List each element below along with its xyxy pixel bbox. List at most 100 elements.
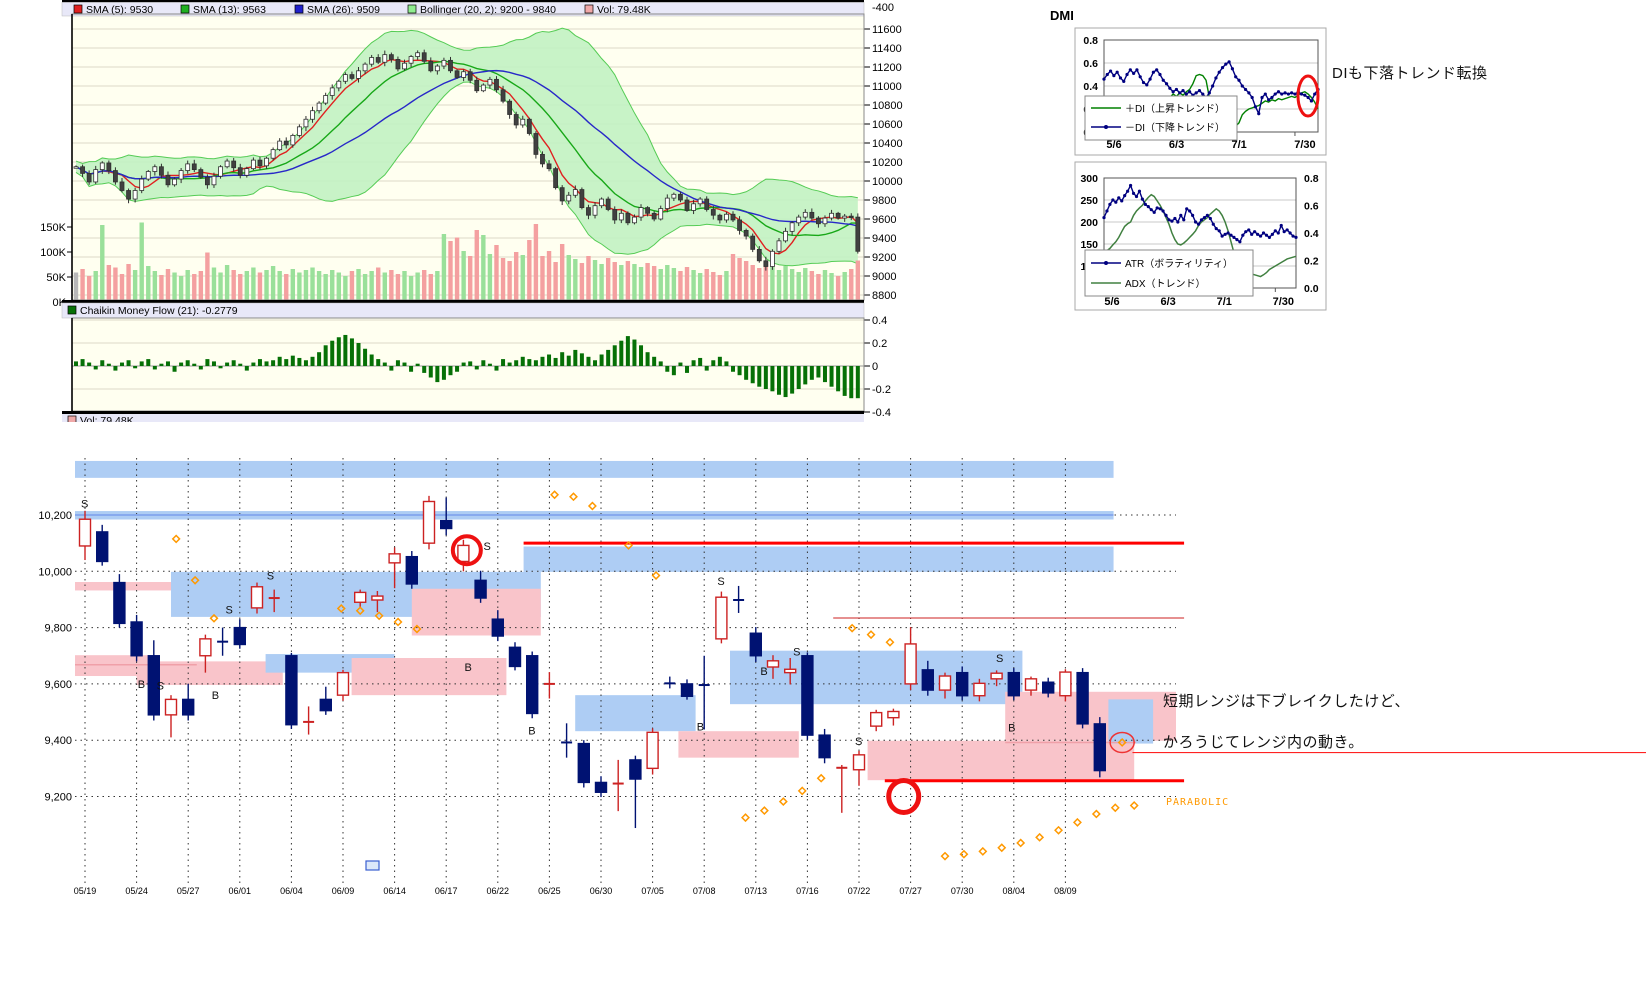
svg-text:06/25: 06/25 <box>538 886 561 896</box>
svg-text:08/09: 08/09 <box>1054 886 1077 896</box>
candles-layer <box>78 495 1107 829</box>
svg-text:SMA (13): 9563: SMA (13): 9563 <box>193 4 266 16</box>
price-axis-labels: 10,200 10,000 9,800 9,600 9,400 9,200 <box>38 510 72 804</box>
svg-text:07/16: 07/16 <box>796 886 819 896</box>
svg-text:0.8: 0.8 <box>1304 173 1319 185</box>
range-annotation-line1: 短期レンジは下ブレイクしたけど、 <box>1163 693 1410 710</box>
svg-text:250: 250 <box>1080 195 1098 207</box>
svg-text:10,200: 10,200 <box>38 510 72 522</box>
svg-text:7/1: 7/1 <box>1217 296 1232 308</box>
svg-text:B: B <box>138 679 145 691</box>
dmi-annotation: DIも下落トレンド転換 <box>1332 65 1488 82</box>
svg-text:9,200: 9,200 <box>44 792 72 804</box>
range-break-chart-svg: SB SBSSBSBSBBSSSB10,20010,0009,8009,6009,… <box>38 458 1646 896</box>
range-annotation-line2: かろうじてレンジ内の動き。 <box>1163 734 1364 751</box>
svg-text:－DI（下降トレンド）: －DI（下降トレンド） <box>1125 121 1225 134</box>
svg-text:05/24: 05/24 <box>125 886 148 896</box>
svg-text:11200: 11200 <box>872 62 902 74</box>
svg-text:0.4: 0.4 <box>872 315 887 327</box>
svg-text:-0.4: -0.4 <box>872 407 891 419</box>
svg-text:5/6: 5/6 <box>1104 296 1119 308</box>
svg-text:-0.2: -0.2 <box>872 384 891 396</box>
svg-text:8800: 8800 <box>872 290 896 302</box>
svg-text:06/30: 06/30 <box>590 886 613 896</box>
svg-text:6/3: 6/3 <box>1160 296 1175 308</box>
svg-text:SMA (26): 9509: SMA (26): 9509 <box>307 4 380 16</box>
svg-text:0.6: 0.6 <box>1083 58 1098 70</box>
svg-text:0.2: 0.2 <box>1304 256 1319 268</box>
svg-text:150K: 150K <box>40 222 66 234</box>
svg-text:Vol: 79.48K: Vol: 79.48K <box>80 415 134 422</box>
svg-text:ATR（ボラティリティ）: ATR（ボラティリティ） <box>1125 258 1233 270</box>
dmi-legend-box: ＋DI（上昇トレンド） －DI（下降トレンド） <box>1084 95 1238 141</box>
svg-text:0.2: 0.2 <box>872 338 887 350</box>
price-axis-labels: -400 11600 11400 11200 11000 10800 10600 10400 1… <box>864 2 903 302</box>
svg-text:50K: 50K <box>46 272 66 284</box>
svg-text:10200: 10200 <box>872 157 903 169</box>
svg-text:7/30: 7/30 <box>1294 139 1315 151</box>
svg-text:S: S <box>996 653 1003 665</box>
svg-text:07/05: 07/05 <box>641 886 664 896</box>
svg-text:9000: 9000 <box>872 271 896 283</box>
date-axis-labels: 05/19 05/24 05/27 06/01 06/04 06/09 06/14 06/17… <box>74 886 1077 896</box>
candles-layer <box>73 49 861 271</box>
svg-text:9400: 9400 <box>872 233 896 245</box>
highlight-circles <box>450 534 1135 815</box>
parabolic-label: PARABOLIC <box>1166 797 1230 808</box>
svg-text:9600: 9600 <box>872 214 896 226</box>
svg-text:07/08: 07/08 <box>693 886 716 896</box>
svg-text:S: S <box>225 604 232 616</box>
parabolic-sar-dots <box>171 490 1139 861</box>
svg-text:11600: 11600 <box>872 24 902 36</box>
minus-di-markers <box>1102 60 1320 116</box>
svg-text:7/1: 7/1 <box>1231 139 1246 151</box>
daily-chart-panel: SMA (5): 9530 SMA (13): 9563 SMA (26): 950… <box>0 0 920 423</box>
main-legend: SMA (5): 9530 SMA (13): 9563 SMA (26): 950… <box>73 4 651 16</box>
svg-text:9,600: 9,600 <box>44 679 72 691</box>
svg-text:10800: 10800 <box>872 100 903 112</box>
svg-text:Chaikin Money Flow (21): -0.27: Chaikin Money Flow (21): -0.2779 <box>80 305 238 317</box>
svg-text:100K: 100K <box>40 247 66 259</box>
svg-text:10000: 10000 <box>872 176 903 188</box>
svg-text:05/19: 05/19 <box>74 886 97 896</box>
svg-text:S: S <box>81 499 88 511</box>
svg-text:SMA (5): 9530: SMA (5): 9530 <box>86 4 153 16</box>
misc-blue-box <box>365 860 380 871</box>
svg-text:B: B <box>760 666 767 678</box>
svg-text:11400: 11400 <box>872 43 902 55</box>
svg-text:08/04: 08/04 <box>1003 886 1026 896</box>
svg-text:B: B <box>212 690 219 702</box>
svg-text:B: B <box>465 662 472 674</box>
svg-text:S: S <box>483 541 490 553</box>
svg-text:S: S <box>793 647 800 659</box>
svg-text:0: 0 <box>872 361 878 373</box>
svg-text:0.8: 0.8 <box>1083 35 1098 47</box>
atr-markers <box>1102 183 1298 244</box>
svg-text:150: 150 <box>1080 239 1098 251</box>
svg-text:B: B <box>1008 723 1015 735</box>
svg-text:9800: 9800 <box>872 195 896 207</box>
svg-text:ADX（トレンド）: ADX（トレンド） <box>1125 278 1206 290</box>
volume-bars <box>73 222 861 300</box>
svg-text:6/3: 6/3 <box>1169 139 1184 151</box>
svg-text:05/27: 05/27 <box>177 886 200 896</box>
svg-text:-400: -400 <box>872 2 894 14</box>
svg-text:06/14: 06/14 <box>383 886 406 896</box>
svg-text:＋DI（上昇トレンド）: ＋DI（上昇トレンド） <box>1125 103 1225 115</box>
svg-text:07/22: 07/22 <box>848 886 871 896</box>
svg-text:06/09: 06/09 <box>332 886 355 896</box>
svg-text:B: B <box>697 722 704 734</box>
dmi-chart-svg: DMI 0.8 0.6 0.4 0.2 0.0 5/6 6/3 7/1 7/30 ＋DI（上昇トレン… <box>1050 8 1327 311</box>
annotation-hlines <box>75 514 1646 783</box>
svg-text:0.6: 0.6 <box>1304 201 1319 213</box>
atr-adx-legend-box: ATR（ボラティリティ） ADX（トレンド） <box>1084 249 1254 297</box>
dmi-cross-circle <box>1296 74 1320 118</box>
svg-text:07/27: 07/27 <box>899 886 922 896</box>
svg-text:06/04: 06/04 <box>280 886 303 896</box>
cmf-legend: Chaikin Money Flow (21): -0.2779 <box>67 305 238 317</box>
svg-text:9,400: 9,400 <box>44 735 72 747</box>
svg-text:06/01: 06/01 <box>229 886 252 896</box>
svg-text:S: S <box>267 571 274 583</box>
svg-text:7/30: 7/30 <box>1273 296 1294 308</box>
